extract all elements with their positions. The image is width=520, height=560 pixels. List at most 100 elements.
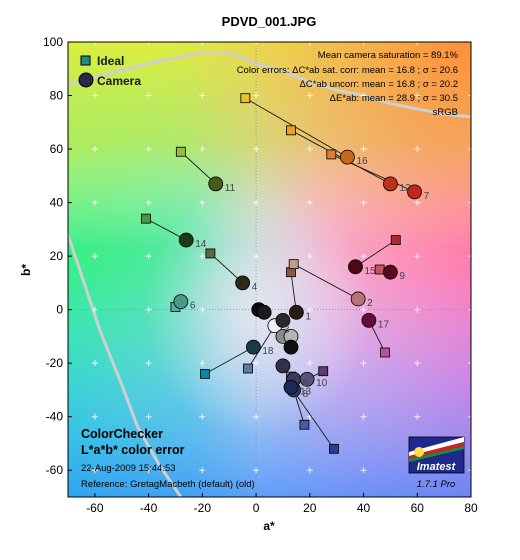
grid-cross: [145, 253, 152, 260]
camera-point: [361, 312, 377, 328]
grid-cross: [468, 467, 471, 474]
grid-cross: [468, 146, 471, 153]
patch-number-label: 8: [303, 389, 309, 400]
grid-cross: [414, 413, 421, 420]
patch-number-label: 10: [316, 378, 328, 389]
x-tick-label: 40: [357, 501, 371, 515]
grid-cross: [306, 42, 313, 45]
grid-cross: [306, 253, 313, 260]
patch-number-label: 3: [284, 325, 290, 336]
x-axis-label: a*: [263, 519, 275, 533]
legend-ideal-marker: [80, 55, 91, 66]
camera-point: [256, 304, 272, 320]
grid-cross: [91, 253, 98, 260]
stats-sat-corr: Color errors: ΔC*ab sat. corr: mean = 16…: [237, 65, 458, 76]
camera-point: [178, 232, 194, 248]
grid-cross: [253, 199, 260, 206]
ideal-point: [288, 259, 299, 270]
grid-cross: [91, 199, 98, 206]
grid-cross: [253, 146, 260, 153]
x-tick-label: -20: [194, 501, 212, 515]
grid-cross: [414, 253, 421, 260]
grid-cross: [91, 467, 98, 474]
gamut-boundary: [68, 51, 471, 497]
grid-cross: [253, 253, 260, 260]
camera-point: [275, 312, 291, 328]
stats-color-space: sRGB: [433, 107, 458, 118]
grid-cross: [253, 413, 260, 420]
x-tick-label: 80: [464, 501, 478, 515]
camera-point: [235, 275, 251, 291]
patch-number-label: 16: [356, 156, 368, 167]
ideal-point: [205, 248, 216, 259]
camera-point: [407, 184, 422, 200]
grid-cross: [468, 360, 471, 367]
patch-number-label: 7: [424, 191, 430, 202]
grid-cross: [360, 360, 367, 367]
grid-cross: [253, 360, 260, 367]
ideal-point: [380, 347, 390, 358]
imatest-logo: Imatest 1.7.1 Pro: [408, 436, 465, 490]
patch-number-label: 11: [225, 183, 236, 194]
logo-text: Imatest: [417, 461, 457, 473]
y-tick-label: 20: [50, 249, 64, 263]
grid-cross: [414, 146, 421, 153]
y-tick-label: 80: [50, 89, 64, 103]
patch-number-label: 5: [303, 378, 309, 389]
grid-cross: [414, 306, 421, 313]
grid-cross: [414, 92, 421, 99]
camera-point: [275, 358, 291, 374]
grid-cross: [468, 199, 471, 206]
ideal-point: [286, 125, 296, 136]
footer-reference: Reference: GretagMacbeth (default) (old): [81, 479, 255, 490]
grid-cross: [253, 42, 260, 45]
ideal-point: [240, 93, 251, 104]
error-vector: [245, 97, 348, 158]
grid-cross: [306, 360, 313, 367]
y-tick-label: -60: [46, 463, 64, 477]
grid-cross: [91, 42, 98, 45]
grid-cross: [199, 253, 206, 260]
grid-cross: [414, 42, 421, 45]
grid-cross: [468, 253, 471, 260]
camera-point: [288, 304, 304, 320]
grid-cross: [91, 92, 98, 99]
patch-number-label: 13: [300, 386, 312, 397]
camera-point: [382, 264, 398, 280]
grid-cross: [360, 199, 367, 206]
grid-cross: [414, 360, 421, 367]
grid-cross: [360, 306, 367, 313]
grid-cross: [199, 467, 206, 474]
patch-number-label: 1: [305, 311, 311, 322]
ideal-point: [243, 363, 253, 374]
grid-cross: [414, 199, 421, 206]
grid-cross: [145, 199, 152, 206]
ideal-point: [299, 419, 310, 430]
camera-point: [299, 371, 315, 387]
camera-point: [173, 294, 189, 310]
patch-number-label: 9: [399, 271, 405, 282]
grid-cross: [91, 306, 98, 313]
camera-point: [348, 259, 363, 275]
grid-cross: [360, 413, 367, 420]
error-vector: [204, 346, 254, 375]
x-axis-ticks: -60 -40 -20 0 20 40 60 80: [86, 493, 478, 515]
grid-cross: [253, 92, 260, 99]
ideal-point: [390, 235, 401, 245]
grid-cross: [199, 199, 206, 206]
camera-point: [283, 379, 299, 395]
camera-point: [340, 149, 355, 165]
grid-cross: [360, 42, 367, 45]
ideal-point: [329, 443, 339, 454]
grid-cross: [306, 199, 313, 206]
grid-cross: [306, 467, 313, 474]
patch-number-label: 4: [252, 282, 258, 293]
grid-cross: [468, 92, 471, 99]
footer-chart-name: ColorChecker: [81, 427, 163, 441]
grid-cross: [145, 413, 152, 420]
ideal-point: [326, 149, 337, 160]
grid-cross: [145, 146, 152, 153]
footer-chart-kind: L*a*b* color error: [81, 443, 185, 457]
camera-point: [350, 291, 366, 307]
